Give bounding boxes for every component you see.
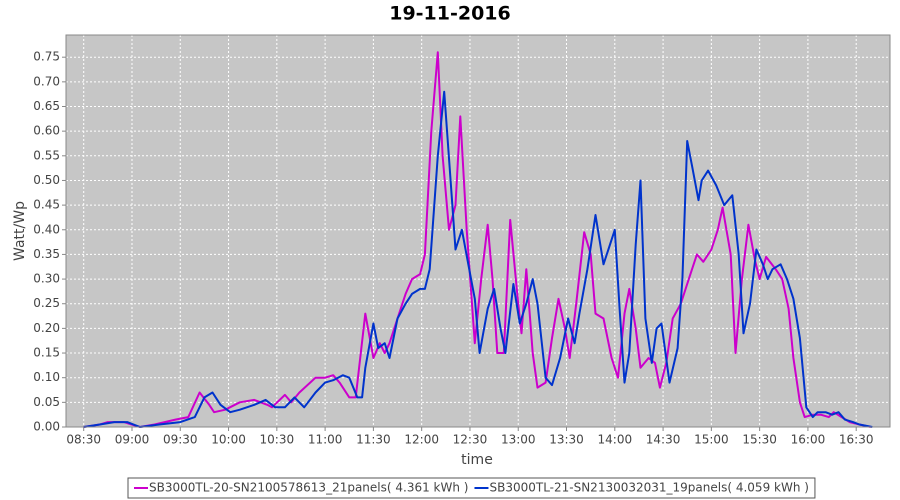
x-tick-label: 12:00 [404, 433, 439, 447]
x-tick-label: 13:30 [549, 433, 584, 447]
legend-label: SB3000TL-21-SN2130032031_19panels( 4.059… [489, 481, 808, 495]
y-tick-label: 0.35 [33, 247, 60, 261]
x-tick-label: 08:30 [66, 433, 101, 447]
x-tick-label: 16:00 [791, 433, 826, 447]
x-tick-label: 12:30 [453, 433, 488, 447]
y-tick-label: 0.30 [33, 272, 60, 286]
x-tick-label: 13:00 [501, 433, 536, 447]
x-tick-label: 15:30 [742, 433, 777, 447]
y-tick-label: 0.45 [33, 198, 60, 212]
x-tick-label: 11:00 [308, 433, 343, 447]
x-tick-label: 09:00 [115, 433, 150, 447]
y-tick-label: 0.10 [33, 370, 60, 384]
y-tick-label: 0.60 [33, 124, 60, 138]
y-tick-label: 0.25 [33, 296, 60, 310]
plot-area [65, 34, 891, 428]
x-tick-label: 14:00 [598, 433, 633, 447]
x-tick-label: 16:30 [839, 433, 874, 447]
plot-area [65, 34, 891, 428]
x-tick-label: 09:30 [163, 433, 198, 447]
x-tick-label: 11:30 [356, 433, 391, 447]
y-tick-label: 0.40 [33, 222, 60, 236]
x-tick-label: 14:30 [646, 433, 681, 447]
x-tick-label: 10:30 [260, 433, 295, 447]
x-tick-label: 10:00 [211, 433, 246, 447]
y-axis-label: Watt/Wp [12, 201, 28, 261]
y-tick-label: 0.75 [33, 50, 60, 64]
y-tick-label: 0.65 [33, 99, 60, 113]
y-tick-label: 0.55 [33, 148, 60, 162]
x-tick-label: 15:00 [694, 433, 729, 447]
y-tick-label: 0.70 [33, 74, 60, 88]
series-line [83, 51, 871, 428]
y-tick-label: 0.50 [33, 173, 60, 187]
legend-box [127, 477, 816, 499]
y-tick-label: 0.15 [33, 346, 60, 360]
series-line [83, 90, 873, 428]
x-axis-label: time [461, 452, 493, 468]
legend: SB3000TL-20-SN2100578613_21panels( 4.361… [127, 477, 816, 499]
y-tick-label: 0.00 [33, 420, 60, 434]
y-tick-label: 0.20 [33, 321, 60, 335]
y-tick-label: 0.05 [33, 395, 60, 409]
legend-label: SB3000TL-20-SN2100578613_21panels( 4.361… [149, 481, 468, 495]
chart-title: 19-11-2016 [389, 3, 511, 25]
